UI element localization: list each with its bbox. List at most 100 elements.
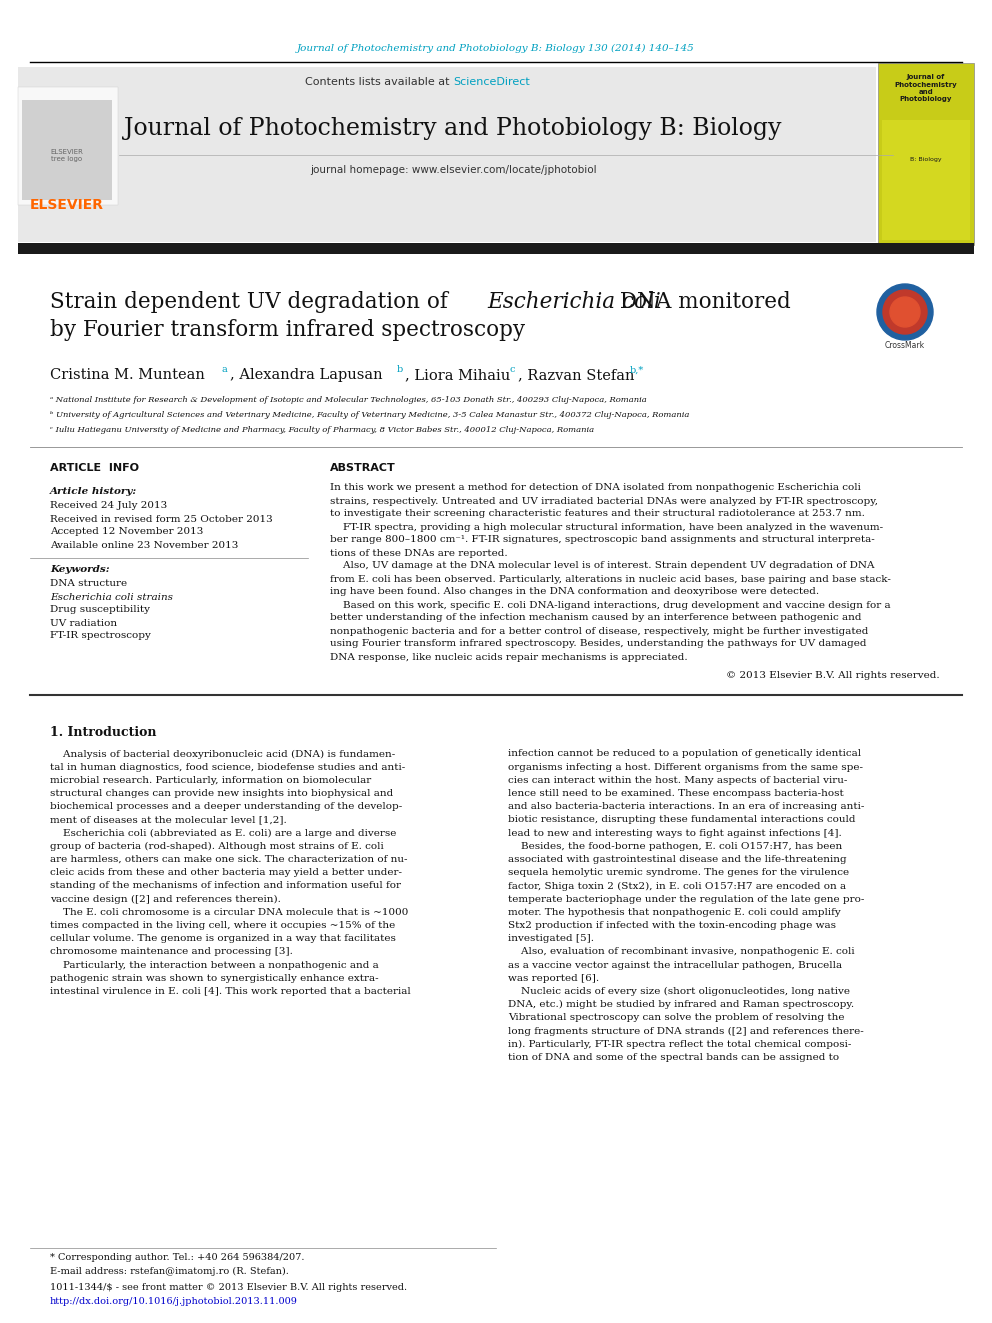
Text: DNA response, like nucleic acids repair mechanisms is appreciated.: DNA response, like nucleic acids repair … — [330, 652, 687, 662]
Text: , Razvan Stefan: , Razvan Stefan — [518, 368, 635, 382]
Text: biochemical processes and a deeper understanding of the develop-: biochemical processes and a deeper under… — [50, 802, 402, 811]
Text: factor, Shiga toxin 2 (Stx2), in E. coli O157:H7 are encoded on a: factor, Shiga toxin 2 (Stx2), in E. coli… — [508, 881, 846, 890]
Text: standing of the mechanisms of infection and information useful for: standing of the mechanisms of infection … — [50, 881, 401, 890]
Text: Received 24 July 2013: Received 24 July 2013 — [50, 501, 168, 511]
Text: FT-IR spectroscopy: FT-IR spectroscopy — [50, 631, 151, 640]
FancyBboxPatch shape — [22, 101, 112, 200]
Text: Nucleic acids of every size (short oligonucleotides, long native: Nucleic acids of every size (short oligo… — [508, 987, 850, 996]
Text: times compacted in the living cell, where it occupies ~15% of the: times compacted in the living cell, wher… — [50, 921, 395, 930]
Text: Contents lists available at: Contents lists available at — [305, 77, 453, 87]
Text: cleic acids from these and other bacteria may yield a better under-: cleic acids from these and other bacteri… — [50, 868, 402, 877]
Text: sequela hemolytic uremic syndrome. The genes for the virulence: sequela hemolytic uremic syndrome. The g… — [508, 868, 849, 877]
Text: Journal of Photochemistry and Photobiology B: Biology: Journal of Photochemistry and Photobiolo… — [124, 116, 782, 139]
Text: tions of these DNAs are reported.: tions of these DNAs are reported. — [330, 549, 508, 557]
Text: better understanding of the infection mechanism caused by an interference betwee: better understanding of the infection me… — [330, 614, 861, 623]
Text: Based on this work, specific E. coli DNA-ligand interactions, drug development a: Based on this work, specific E. coli DNA… — [330, 601, 891, 610]
Text: infection cannot be reduced to a population of genetically identical: infection cannot be reduced to a populat… — [508, 750, 861, 758]
Text: group of bacteria (rod-shaped). Although most strains of E. coli: group of bacteria (rod-shaped). Although… — [50, 841, 384, 851]
Text: by Fourier transform infrared spectroscopy: by Fourier transform infrared spectrosco… — [50, 319, 525, 341]
Text: Escherichia coli strains: Escherichia coli strains — [50, 593, 173, 602]
Text: ELSEVIER: ELSEVIER — [30, 198, 104, 212]
Text: Available online 23 November 2013: Available online 23 November 2013 — [50, 541, 238, 549]
Text: 1011-1344/$ - see front matter © 2013 Elsevier B.V. All rights reserved.: 1011-1344/$ - see front matter © 2013 El… — [50, 1283, 407, 1293]
Text: using Fourier transform infrared spectroscopy. Besides, understanding the pathwa: using Fourier transform infrared spectro… — [330, 639, 866, 648]
FancyBboxPatch shape — [18, 87, 118, 205]
Text: Also, UV damage at the DNA molecular level is of interest. Strain dependent UV d: Also, UV damage at the DNA molecular lev… — [330, 561, 875, 570]
Text: Journal of Photochemistry and Photobiology B: Biology 130 (2014) 140–145: Journal of Photochemistry and Photobiolo… — [298, 44, 694, 53]
Text: DNA monitored: DNA monitored — [613, 291, 791, 314]
Text: Strain dependent UV degradation of: Strain dependent UV degradation of — [50, 291, 454, 314]
Text: ᶜ Iuliu Hatieganu University of Medicine and Pharmacy, Faculty of Pharmacy, 8 Vi: ᶜ Iuliu Hatieganu University of Medicine… — [50, 426, 594, 434]
Text: © 2013 Elsevier B.V. All rights reserved.: © 2013 Elsevier B.V. All rights reserved… — [726, 672, 940, 680]
Text: FT-IR spectra, providing a high molecular structural information, have been anal: FT-IR spectra, providing a high molecula… — [330, 523, 883, 532]
Text: ber range 800–1800 cm⁻¹. FT-IR signatures, spectroscopic band assignments and st: ber range 800–1800 cm⁻¹. FT-IR signature… — [330, 536, 875, 545]
Text: in). Particularly, FT-IR spectra reflect the total chemical composi-: in). Particularly, FT-IR spectra reflect… — [508, 1040, 851, 1049]
Text: Particularly, the interaction between a nonpathogenic and a: Particularly, the interaction between a … — [50, 960, 379, 970]
Text: E-mail address: rstefan@imatomj.ro (R. Stefan).: E-mail address: rstefan@imatomj.ro (R. S… — [50, 1266, 289, 1275]
Text: Accepted 12 November 2013: Accepted 12 November 2013 — [50, 528, 203, 537]
Text: intestinal virulence in E. coli [4]. This work reported that a bacterial: intestinal virulence in E. coli [4]. Thi… — [50, 987, 411, 996]
Text: Vibrational spectroscopy can solve the problem of resolving the: Vibrational spectroscopy can solve the p… — [508, 1013, 844, 1023]
Text: Article history:: Article history: — [50, 487, 137, 496]
Text: moter. The hypothesis that nonpathogenic E. coli could amplify: moter. The hypothesis that nonpathogenic… — [508, 908, 841, 917]
Text: ABSTRACT: ABSTRACT — [330, 463, 396, 474]
Text: Keywords:: Keywords: — [50, 565, 110, 574]
Circle shape — [883, 290, 927, 333]
Text: The E. coli chromosome is a circular DNA molecule that is ~1000: The E. coli chromosome is a circular DNA… — [50, 908, 409, 917]
Text: Cristina M. Muntean: Cristina M. Muntean — [50, 368, 205, 382]
Text: temperate bacteriophage under the regulation of the late gene pro-: temperate bacteriophage under the regula… — [508, 894, 864, 904]
Text: to investigate their screening characteristic features and their structural radi: to investigate their screening character… — [330, 509, 865, 519]
FancyBboxPatch shape — [882, 120, 970, 239]
Text: http://dx.doi.org/10.1016/j.jphotobiol.2013.11.009: http://dx.doi.org/10.1016/j.jphotobiol.2… — [50, 1297, 298, 1306]
Text: , Liora Mihaiu: , Liora Mihaiu — [405, 368, 510, 382]
Text: Escherichia coli: Escherichia coli — [487, 291, 661, 314]
Text: b: b — [397, 365, 404, 374]
Text: Drug susceptibility: Drug susceptibility — [50, 606, 150, 614]
Text: are harmless, others can make one sick. The characterization of nu-: are harmless, others can make one sick. … — [50, 855, 408, 864]
FancyBboxPatch shape — [878, 64, 974, 245]
Text: Stx2 production if infected with the toxin-encoding phage was: Stx2 production if infected with the tox… — [508, 921, 836, 930]
Text: B: Biology: B: Biology — [911, 157, 941, 163]
Text: journal homepage: www.elsevier.com/locate/jphotobiol: journal homepage: www.elsevier.com/locat… — [310, 165, 596, 175]
Text: was reported [6].: was reported [6]. — [508, 974, 599, 983]
Text: as a vaccine vector against the intracellular pathogen, Brucella: as a vaccine vector against the intracel… — [508, 960, 842, 970]
Text: chromosome maintenance and processing [3].: chromosome maintenance and processing [3… — [50, 947, 293, 957]
Text: Analysis of bacterial deoxyribonucleic acid (DNA) is fundamen-: Analysis of bacterial deoxyribonucleic a… — [50, 749, 395, 758]
Text: UV radiation: UV radiation — [50, 618, 117, 627]
Text: Received in revised form 25 October 2013: Received in revised form 25 October 2013 — [50, 515, 273, 524]
Text: Escherichia coli (abbreviated as E. coli) are a large and diverse: Escherichia coli (abbreviated as E. coli… — [50, 828, 397, 837]
Text: lence still need to be examined. These encompass bacteria-host: lence still need to be examined. These e… — [508, 789, 844, 798]
Text: ELSEVIER
tree logo: ELSEVIER tree logo — [51, 148, 83, 161]
Text: nonpathogenic bacteria and for a better control of disease, respectively, might : nonpathogenic bacteria and for a better … — [330, 627, 868, 635]
Text: structural changes can provide new insights into biophysical and: structural changes can provide new insig… — [50, 789, 393, 798]
Circle shape — [877, 284, 933, 340]
Text: ᵃ National Institute for Research & Development of Isotopic and Molecular Techno: ᵃ National Institute for Research & Deve… — [50, 396, 647, 404]
Text: organisms infecting a host. Different organisms from the same spe-: organisms infecting a host. Different or… — [508, 762, 863, 771]
Text: In this work we present a method for detection of DNA isolated from nonpathogeni: In this work we present a method for det… — [330, 483, 861, 492]
FancyBboxPatch shape — [18, 243, 974, 254]
Text: c: c — [510, 365, 516, 374]
Text: Journal of
Photochemistry
and
Photobiology: Journal of Photochemistry and Photobiolo… — [895, 74, 957, 102]
Text: , Alexandra Lapusan: , Alexandra Lapusan — [230, 368, 383, 382]
Text: ᵇ University of Agricultural Sciences and Veterinary Medicine, Faculty of Veteri: ᵇ University of Agricultural Sciences an… — [50, 411, 689, 419]
Text: tal in human diagnostics, food science, biodefense studies and anti-: tal in human diagnostics, food science, … — [50, 762, 406, 771]
Text: ARTICLE  INFO: ARTICLE INFO — [50, 463, 139, 474]
Text: vaccine design ([2] and references therein).: vaccine design ([2] and references there… — [50, 894, 281, 904]
Text: ment of diseases at the molecular level [1,2].: ment of diseases at the molecular level … — [50, 815, 287, 824]
Text: CrossMark: CrossMark — [885, 340, 926, 349]
Text: cies can interact within the host. Many aspects of bacterial viru-: cies can interact within the host. Many … — [508, 775, 847, 785]
FancyBboxPatch shape — [18, 67, 876, 242]
Text: * Corresponding author. Tel.: +40 264 596384/207.: * Corresponding author. Tel.: +40 264 59… — [50, 1253, 305, 1262]
Text: ScienceDirect: ScienceDirect — [453, 77, 530, 87]
Text: Also, evaluation of recombinant invasive, nonpathogenic E. coli: Also, evaluation of recombinant invasive… — [508, 947, 855, 957]
Text: 1. Introduction: 1. Introduction — [50, 725, 157, 738]
Text: pathogenic strain was shown to synergistically enhance extra-: pathogenic strain was shown to synergist… — [50, 974, 379, 983]
Text: a: a — [222, 365, 228, 374]
Text: strains, respectively. Untreated and UV irradiated bacterial DNAs were analyzed : strains, respectively. Untreated and UV … — [330, 496, 878, 505]
Text: associated with gastrointestinal disease and the life-threatening: associated with gastrointestinal disease… — [508, 855, 846, 864]
Text: and also bacteria-bacteria interactions. In an era of increasing anti-: and also bacteria-bacteria interactions.… — [508, 802, 864, 811]
Text: cellular volume. The genome is organized in a way that facilitates: cellular volume. The genome is organized… — [50, 934, 396, 943]
Text: tion of DNA and some of the spectral bands can be assigned to: tion of DNA and some of the spectral ban… — [508, 1053, 839, 1062]
Text: DNA structure: DNA structure — [50, 579, 127, 589]
Text: DNA, etc.) might be studied by infrared and Raman spectroscopy.: DNA, etc.) might be studied by infrared … — [508, 1000, 854, 1009]
